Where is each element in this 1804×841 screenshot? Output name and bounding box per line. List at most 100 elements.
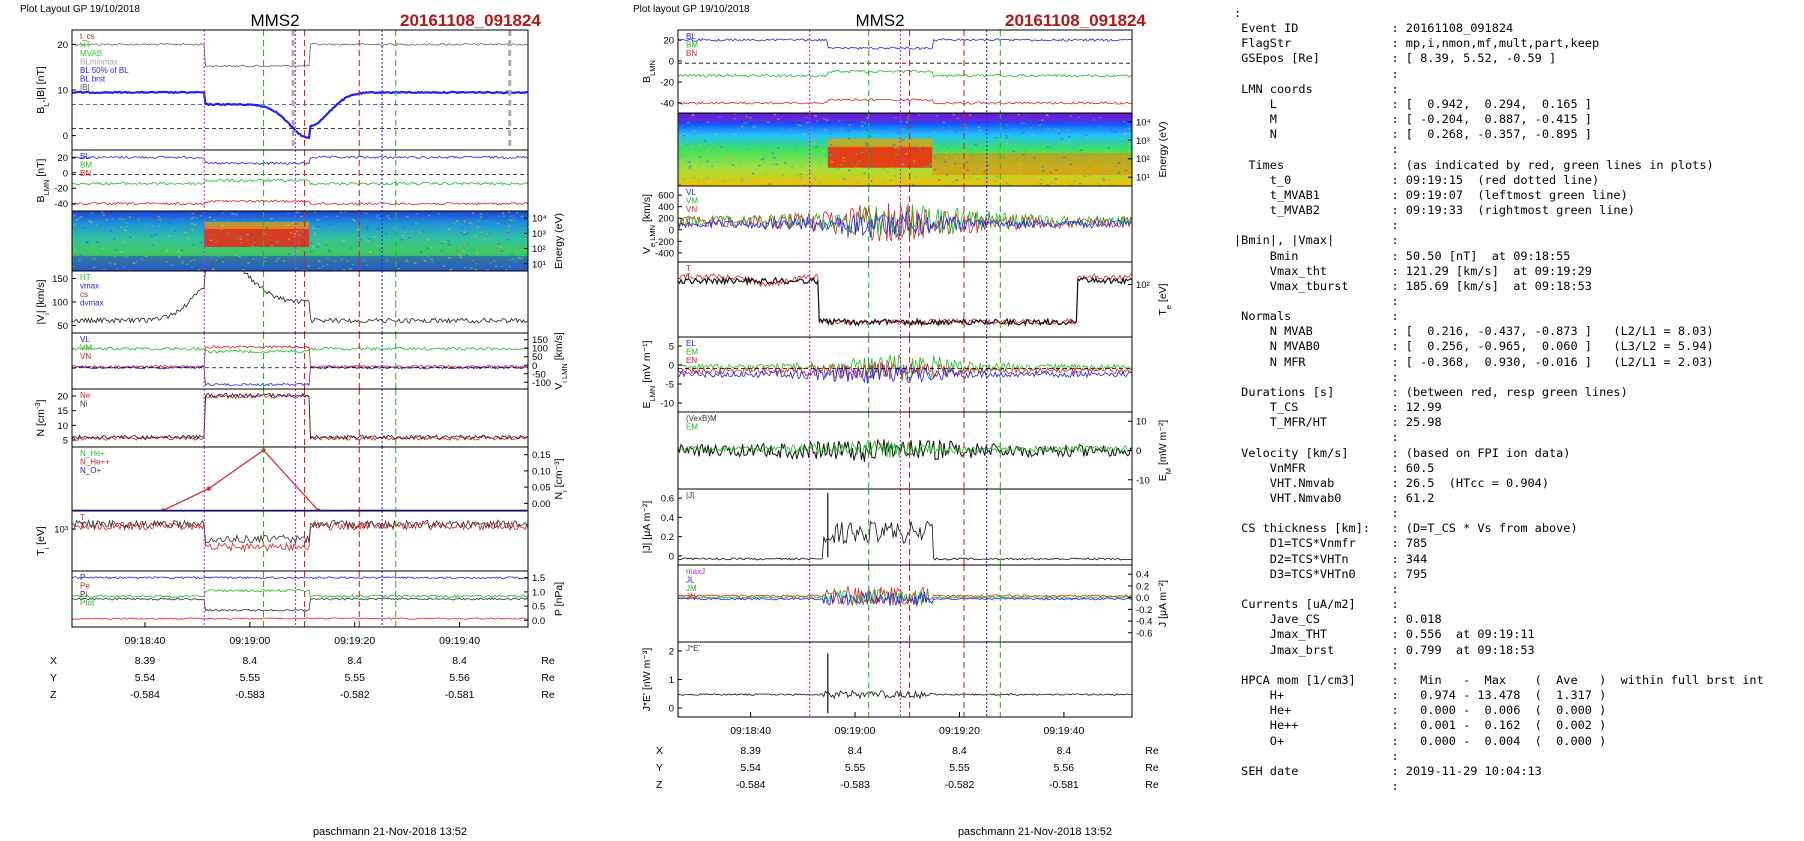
info-line: He+ : 0.000 - 0.006 ( 0.000 ) — [1234, 703, 1607, 718]
panel-plot-area — [72, 389, 528, 447]
tick-label: 0.4 — [661, 513, 674, 524]
legend-entry: BLminmax — [80, 58, 118, 67]
info-line: VHT.Nmvab0 : 61.2 — [1234, 491, 1435, 505]
panel-plot-area — [678, 262, 1132, 337]
tick-label: 10² — [1136, 280, 1150, 291]
legend-entry: BM — [80, 161, 92, 170]
panel-ylabel: Ni [cm⁻³] — [553, 458, 569, 499]
info-line: O+ : 0.000 - 0.004 ( 0.000 ) — [1234, 733, 1607, 748]
info-line: Durations [s] : (between red, resp green… — [1234, 384, 1628, 399]
panel-ylabel: Vi LMN [km/s] — [553, 332, 569, 390]
time-tick-label: 09:19:40 — [439, 635, 480, 647]
info-line: Jave_CS : 0.018 — [1234, 612, 1442, 627]
legend-entry: EM — [686, 348, 698, 357]
info-line: N : [ 0.268, -0.357, -0.895 ] — [1234, 127, 1592, 142]
tick-label: 10³ — [1136, 136, 1150, 147]
ephem-value: 5.54 — [135, 672, 156, 684]
panel-frame — [71, 332, 529, 390]
figure-title: MMS2 — [855, 11, 904, 30]
tick-label: 150 — [52, 274, 68, 285]
info-line: : — [1234, 778, 1399, 793]
legend-entry: VN — [686, 205, 697, 214]
info-line: : — [1234, 142, 1399, 157]
panel-ylabel: |Vi| [km/s] — [35, 279, 51, 324]
legend-entry: MVAB — [80, 49, 102, 58]
info-line: VnMFR : 60.5 — [1234, 460, 1435, 475]
tick-label: -40 — [660, 99, 674, 110]
series-line — [678, 585, 1132, 607]
spectrogram-hot-band — [827, 145, 933, 168]
legend-entry: JN — [686, 593, 696, 602]
figure-title: MMS2 — [250, 11, 299, 30]
ephem-value: -0.583 — [235, 689, 265, 701]
tick-label: 10¹ — [532, 259, 546, 270]
figure-event-id: 20161108_091824 — [400, 11, 541, 30]
tick-label: 50 — [532, 352, 543, 363]
panel-spec: 10⁴ 10³ 10² 10¹ Energy (eV) — [71, 210, 565, 272]
panel-plot-area — [72, 150, 528, 211]
series-line — [72, 365, 528, 387]
time-tick-label: 09:19:20 — [334, 635, 375, 647]
figure-header-left: Plot Layout GP 19/10/2018 — [20, 4, 140, 15]
info-line: Vmax_tburst : 185.69 [km/s] at 09:18:53 — [1234, 278, 1592, 293]
legend-entry: T — [80, 522, 85, 531]
info-line: N MFR : [ -0.368, 0.930, -0.016 ] (L2/L1… — [1234, 354, 1714, 369]
ephem-label: Z — [50, 689, 57, 701]
legend-entry: |B| — [80, 83, 90, 92]
series-line — [678, 520, 1132, 561]
series-line — [72, 519, 528, 545]
info-line: Normals : — [1234, 309, 1399, 324]
info-line: Bmin : 50.50 [nT] at 09:18:55 — [1234, 248, 1571, 263]
tick-label: 0.15 — [532, 450, 551, 461]
legend-entry: VN — [80, 352, 91, 361]
tick-label: -200 — [655, 237, 674, 248]
info-line: SEH date : 2019-11-29 10:04:13 — [1234, 763, 1542, 778]
info-line: Times : (as indicated by red, green line… — [1234, 157, 1714, 172]
tick-label: 10⁴ — [532, 214, 547, 225]
series-line — [678, 211, 1132, 238]
panel-plot-area — [72, 571, 528, 627]
ephem-value: -0.582 — [945, 779, 975, 791]
panel-plot-area — [72, 333, 528, 389]
info-line: D2=TCS*VHTn : 344 — [1234, 551, 1428, 566]
tick-label: 0.0 — [1136, 593, 1149, 604]
tick-label: 0 — [1136, 446, 1141, 457]
series-line — [72, 393, 528, 441]
legend-entry: BN — [686, 49, 697, 58]
info-line: : — [1234, 748, 1399, 763]
legend-entry: N_He++ — [80, 458, 110, 467]
spectrogram-warm-band — [932, 153, 1132, 176]
legend-entry: Ni — [80, 400, 88, 409]
tick-label: -10 — [1136, 475, 1150, 486]
tick-label: 400 — [658, 202, 674, 213]
ephem-value: 8.4 — [1057, 745, 1072, 757]
tick-label: 0 — [669, 361, 674, 372]
tick-label: 10² — [1136, 154, 1150, 165]
ephem-value: 5.55 — [845, 762, 866, 774]
legend-entry: Ptot — [80, 599, 95, 608]
legend-entry: J*E' — [686, 644, 700, 653]
legend-entry: |J| — [686, 491, 694, 500]
time-tick-label: 09:19:20 — [939, 725, 980, 737]
panel-plot-area — [678, 489, 1132, 565]
tick-label: 5 — [669, 342, 674, 353]
series-line — [678, 354, 1132, 381]
ephem-label: Z — [656, 779, 663, 791]
ephem-value: 8.4 — [952, 745, 967, 757]
info-line: : — [1234, 6, 1242, 20]
series-line — [678, 363, 1132, 384]
panel-frame — [71, 570, 529, 628]
info-line: VHT.Nmvab : 26.5 (HTcc = 0.904) — [1234, 475, 1549, 490]
ephem-value: -0.582 — [340, 689, 370, 701]
series-line — [678, 438, 1132, 462]
tick-label: 0.0 — [532, 616, 545, 627]
series-line — [72, 155, 528, 166]
